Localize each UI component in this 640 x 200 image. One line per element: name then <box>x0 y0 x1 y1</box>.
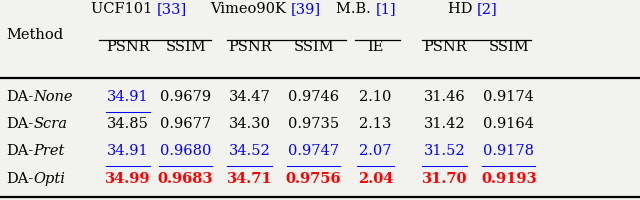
Text: 0.9679: 0.9679 <box>160 90 211 104</box>
Text: 31.42: 31.42 <box>424 117 466 131</box>
Text: 2.13: 2.13 <box>360 117 392 131</box>
Text: None: None <box>33 90 73 104</box>
Text: [1]: [1] <box>376 2 396 16</box>
Text: SSIM: SSIM <box>165 40 206 54</box>
Text: 34.85: 34.85 <box>107 117 149 131</box>
Text: [39]: [39] <box>291 2 321 16</box>
Text: 0.9683: 0.9683 <box>158 172 213 186</box>
Text: 34.30: 34.30 <box>228 117 271 131</box>
Text: DA-: DA- <box>6 90 34 104</box>
Text: DA-: DA- <box>6 117 34 131</box>
Text: PSNR: PSNR <box>228 40 271 54</box>
Text: PSNR: PSNR <box>423 40 467 54</box>
Text: Opti: Opti <box>33 172 65 186</box>
Text: 34.71: 34.71 <box>227 172 273 186</box>
Text: 0.9174: 0.9174 <box>483 90 534 104</box>
Text: 31.52: 31.52 <box>424 144 466 158</box>
Text: UCF101: UCF101 <box>91 2 157 16</box>
Text: 34.91: 34.91 <box>107 144 149 158</box>
Text: 31.70: 31.70 <box>422 172 468 186</box>
Text: Scra: Scra <box>33 117 67 131</box>
Text: 34.47: 34.47 <box>228 90 271 104</box>
Text: M.B.: M.B. <box>336 2 376 16</box>
Text: Method: Method <box>6 28 63 42</box>
Text: DA-: DA- <box>6 144 34 158</box>
Text: 2.07: 2.07 <box>360 144 392 158</box>
Text: [2]: [2] <box>477 2 497 16</box>
Text: 0.9677: 0.9677 <box>160 117 211 131</box>
Text: 31.46: 31.46 <box>424 90 466 104</box>
Text: 0.9735: 0.9735 <box>288 117 339 131</box>
Text: IE: IE <box>367 40 384 54</box>
Text: HD: HD <box>447 2 477 16</box>
Text: 0.9680: 0.9680 <box>160 144 211 158</box>
Text: 34.91: 34.91 <box>107 90 149 104</box>
Text: DA-: DA- <box>6 172 34 186</box>
Text: 0.9747: 0.9747 <box>288 144 339 158</box>
Text: 34.52: 34.52 <box>228 144 271 158</box>
Text: 0.9193: 0.9193 <box>481 172 536 186</box>
Text: Vimeo90K: Vimeo90K <box>211 2 291 16</box>
Text: 34.99: 34.99 <box>105 172 151 186</box>
Text: Pret: Pret <box>33 144 65 158</box>
Text: 0.9746: 0.9746 <box>288 90 339 104</box>
Text: 0.9178: 0.9178 <box>483 144 534 158</box>
Text: [33]: [33] <box>157 2 187 16</box>
Text: 0.9756: 0.9756 <box>286 172 341 186</box>
Text: PSNR: PSNR <box>106 40 150 54</box>
Text: 0.9164: 0.9164 <box>483 117 534 131</box>
Text: 2.04: 2.04 <box>358 172 394 186</box>
Text: SSIM: SSIM <box>293 40 334 54</box>
Text: 2.10: 2.10 <box>360 90 392 104</box>
Text: SSIM: SSIM <box>488 40 529 54</box>
